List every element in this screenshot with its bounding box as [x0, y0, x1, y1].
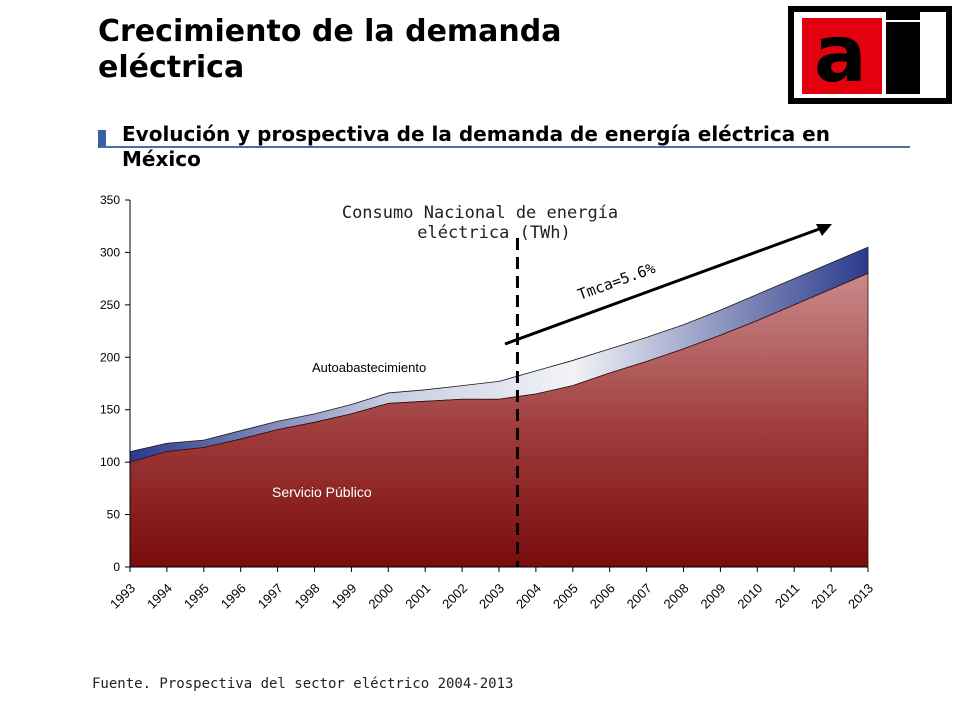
company-logo: a: [788, 6, 952, 104]
y-tick-label: 300: [100, 245, 120, 259]
x-tick-label: 2012: [808, 581, 839, 612]
logo-letter-a: a: [814, 10, 867, 100]
x-tick-label: 2013: [845, 581, 876, 612]
x-tick-label: 2002: [439, 581, 470, 612]
logo-red-block: [802, 18, 882, 94]
x-tick-label: 2001: [402, 581, 433, 612]
servicio-publico-label: Servicio Público: [272, 484, 372, 500]
y-tick-label: 350: [100, 193, 120, 207]
x-tick-label: 2011: [772, 581, 802, 611]
logo-letter-i-dot: [886, 12, 920, 20]
x-tick-label: 1998: [292, 581, 323, 612]
x-tick-label: 1993: [107, 581, 138, 612]
x-tick-label: 2004: [513, 581, 544, 612]
y-tick-label: 200: [100, 350, 120, 364]
x-tick-label: 2007: [624, 581, 655, 612]
x-tick-label: 2003: [476, 581, 507, 612]
y-tick-label: 250: [100, 298, 120, 312]
subtitle-marker: [98, 130, 106, 148]
x-tick-label: 1994: [144, 581, 175, 612]
chart-title-line-1: Consumo Nacional de energía: [342, 203, 618, 223]
source-note: Fuente. Prospectiva del sector eléctrico…: [92, 676, 514, 692]
x-tick-label: 2010: [734, 581, 765, 612]
y-tick-label: 50: [107, 508, 121, 522]
x-tick-label: 2006: [587, 581, 618, 612]
growth-arrow-head: [816, 224, 832, 236]
growth-arrow-line: [504, 226, 823, 346]
chart-title-line-2: eléctrica (TWh): [417, 223, 571, 243]
page-title: Crecimiento de la demanda eléctrica: [98, 14, 562, 85]
y-tick-label: 150: [100, 403, 120, 417]
x-tick-label: 1999: [328, 581, 359, 612]
logo-letter-i: [886, 22, 920, 94]
x-tick-label: 2005: [550, 581, 581, 612]
subtitle: Evolución y prospectiva de la demanda de…: [122, 122, 830, 171]
y-tick-label: 100: [100, 455, 120, 469]
x-tick-label: 1995: [181, 581, 212, 612]
x-tick-label: 2008: [661, 581, 692, 612]
x-tick-label: 1996: [218, 581, 249, 612]
x-tick-label: 1997: [255, 581, 286, 612]
y-tick-label: 0: [113, 560, 120, 574]
x-tick-label: 2000: [365, 581, 396, 612]
autoabastecimiento-label: Autoabastecimiento: [312, 360, 426, 375]
x-tick-label: 2009: [697, 581, 728, 612]
subtitle-rule: [100, 146, 910, 148]
